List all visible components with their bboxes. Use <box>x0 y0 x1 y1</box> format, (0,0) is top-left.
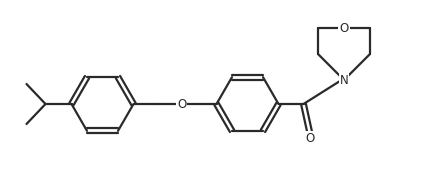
Text: N: N <box>339 73 348 87</box>
Text: O: O <box>305 132 314 144</box>
Text: O: O <box>177 97 186 110</box>
Text: O: O <box>339 21 349 34</box>
